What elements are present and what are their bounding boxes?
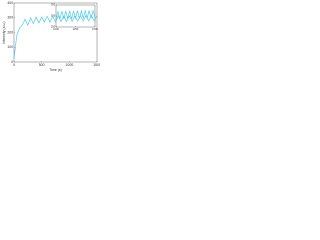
x-tick-label: 1000 bbox=[53, 27, 59, 31]
x-tick-label: 500 bbox=[39, 63, 45, 67]
y-tick-label: 0 bbox=[11, 60, 13, 64]
x-tick-label: 1250 bbox=[73, 27, 79, 31]
chart: Time (s) Intensity (a.u.) 0 500 1000 150001… bbox=[2, 1, 100, 72]
inset-frame bbox=[55, 4, 96, 28]
data-line bbox=[55, 9, 96, 20]
y-tick-label: 400 bbox=[7, 1, 13, 5]
data-line bbox=[13, 14, 98, 60]
x-tick-label: 1000 bbox=[65, 63, 73, 67]
y-tick-label: 250 bbox=[51, 25, 56, 29]
y-axis-label: Intensity (a.u.) bbox=[2, 21, 6, 43]
y-tick-label: 200 bbox=[7, 30, 13, 34]
plot-frame bbox=[13, 2, 98, 63]
y-tick-label: 300 bbox=[7, 16, 13, 20]
y-tick-label: 100 bbox=[7, 45, 13, 49]
x-tick-label: 1500 bbox=[92, 27, 98, 31]
y-tick-label: 350 bbox=[51, 3, 56, 7]
x-tick-label: 0 bbox=[13, 63, 15, 67]
x-axis-label: Time (s) bbox=[49, 68, 62, 72]
x-tick-label: 1500 bbox=[93, 63, 100, 67]
y-tick-label: 300 bbox=[51, 14, 56, 18]
